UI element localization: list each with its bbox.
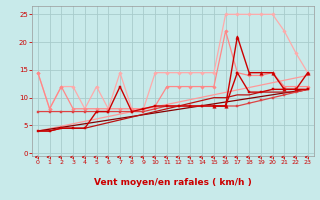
X-axis label: Vent moyen/en rafales ( km/h ): Vent moyen/en rafales ( km/h ) bbox=[94, 178, 252, 187]
